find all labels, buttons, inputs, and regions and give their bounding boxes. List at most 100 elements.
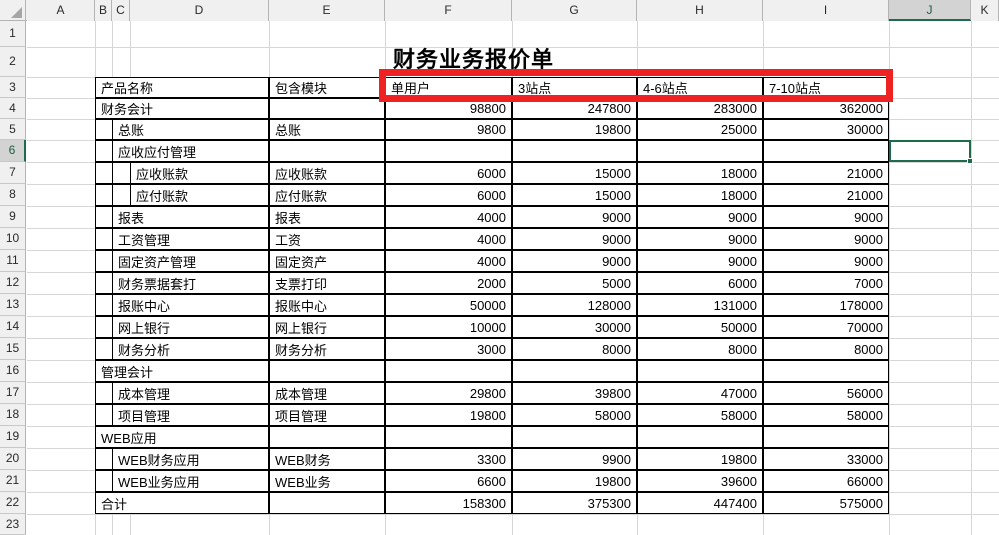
table-cell-product-name[interactable]: 应付账款 bbox=[95, 184, 269, 206]
table-cell-module[interactable]: 报账中心 bbox=[269, 294, 385, 316]
table-cell-module[interactable]: WEB财务 bbox=[269, 448, 385, 470]
column-header-e[interactable]: E bbox=[269, 0, 385, 21]
row-header-6[interactable]: 6 bbox=[0, 140, 26, 162]
table-cell-price-tier-3[interactable] bbox=[637, 140, 763, 162]
table-cell-price-tier-4[interactable]: 178000 bbox=[763, 294, 889, 316]
row-header-16[interactable]: 16 bbox=[0, 360, 26, 382]
table-cell-price-tier-1[interactable]: 6600 bbox=[385, 470, 512, 492]
table-cell-module[interactable] bbox=[269, 426, 385, 448]
table-cell-price-tier-1[interactable]: 158300 bbox=[385, 492, 512, 514]
row-header-7[interactable]: 7 bbox=[0, 162, 26, 184]
table-cell-price-tier-3[interactable]: 131000 bbox=[637, 294, 763, 316]
table-cell-product-name[interactable]: 报表 bbox=[95, 206, 269, 228]
table-cell-module[interactable]: 应付账款 bbox=[269, 184, 385, 206]
table-cell-price-tier-1[interactable]: 4000 bbox=[385, 228, 512, 250]
table-header-tier-3[interactable]: 4-6站点 bbox=[637, 77, 763, 98]
table-cell-price-tier-2[interactable]: 247800 bbox=[512, 98, 637, 119]
table-cell-price-tier-3[interactable]: 18000 bbox=[637, 184, 763, 206]
column-header-i[interactable]: I bbox=[763, 0, 889, 21]
table-cell-price-tier-3[interactable]: 9000 bbox=[637, 228, 763, 250]
table-cell-product-name[interactable]: 应收账款 bbox=[95, 162, 269, 184]
table-cell-price-tier-2[interactable]: 128000 bbox=[512, 294, 637, 316]
row-header-9[interactable]: 9 bbox=[0, 206, 26, 228]
table-cell-price-tier-4[interactable]: 70000 bbox=[763, 316, 889, 338]
table-cell-price-tier-3[interactable] bbox=[637, 360, 763, 382]
table-cell-price-tier-2[interactable]: 19800 bbox=[512, 119, 637, 140]
row-header-5[interactable]: 5 bbox=[0, 119, 26, 140]
table-cell-module[interactable] bbox=[269, 98, 385, 119]
table-cell-price-tier-1[interactable]: 19800 bbox=[385, 404, 512, 426]
table-cell-price-tier-1[interactable]: 4000 bbox=[385, 250, 512, 272]
table-cell-price-tier-1[interactable]: 29800 bbox=[385, 382, 512, 404]
table-cell-module[interactable]: 总账 bbox=[269, 119, 385, 140]
table-cell-product-name[interactable]: WEB应用 bbox=[95, 426, 269, 448]
row-header-19[interactable]: 19 bbox=[0, 426, 26, 448]
row-header-1[interactable]: 1 bbox=[0, 21, 26, 47]
table-cell-price-tier-4[interactable] bbox=[763, 360, 889, 382]
table-cell-product-name[interactable]: 成本管理 bbox=[95, 382, 269, 404]
table-cell-price-tier-2[interactable]: 15000 bbox=[512, 162, 637, 184]
table-cell-product-name[interactable]: WEB财务应用 bbox=[95, 448, 269, 470]
row-header-23[interactable]: 23 bbox=[0, 514, 26, 535]
table-cell-product-name[interactable]: 合计 bbox=[95, 492, 269, 514]
table-cell-price-tier-2[interactable]: 19800 bbox=[512, 470, 637, 492]
table-cell-product-name[interactable]: 报账中心 bbox=[95, 294, 269, 316]
row-header-22[interactable]: 22 bbox=[0, 492, 26, 514]
table-cell-price-tier-3[interactable] bbox=[637, 426, 763, 448]
column-header-f[interactable]: F bbox=[385, 0, 512, 21]
table-cell-price-tier-4[interactable]: 33000 bbox=[763, 448, 889, 470]
table-cell-price-tier-1[interactable]: 9800 bbox=[385, 119, 512, 140]
table-cell-price-tier-3[interactable]: 18000 bbox=[637, 162, 763, 184]
table-cell-price-tier-2[interactable] bbox=[512, 140, 637, 162]
table-cell-price-tier-2[interactable]: 9000 bbox=[512, 228, 637, 250]
row-header-2[interactable]: 2 bbox=[0, 47, 26, 77]
column-header-d[interactable]: D bbox=[130, 0, 269, 21]
column-header-b[interactable]: B bbox=[95, 0, 112, 21]
table-cell-price-tier-2[interactable] bbox=[512, 426, 637, 448]
row-header-12[interactable]: 12 bbox=[0, 272, 26, 294]
table-cell-price-tier-4[interactable] bbox=[763, 140, 889, 162]
column-header-a[interactable]: A bbox=[27, 0, 95, 21]
column-header-c[interactable]: C bbox=[112, 0, 130, 21]
table-cell-price-tier-4[interactable] bbox=[763, 426, 889, 448]
table-cell-price-tier-3[interactable]: 447400 bbox=[637, 492, 763, 514]
table-cell-price-tier-3[interactable]: 50000 bbox=[637, 316, 763, 338]
table-cell-price-tier-4[interactable]: 7000 bbox=[763, 272, 889, 294]
table-cell-price-tier-3[interactable]: 19800 bbox=[637, 448, 763, 470]
table-cell-product-name[interactable]: 管理会计 bbox=[95, 360, 269, 382]
table-cell-price-tier-2[interactable]: 39800 bbox=[512, 382, 637, 404]
table-header-modules[interactable]: 包含模块 bbox=[269, 77, 385, 98]
table-cell-price-tier-1[interactable]: 3300 bbox=[385, 448, 512, 470]
table-cell-module[interactable]: WEB业务 bbox=[269, 470, 385, 492]
table-cell-price-tier-2[interactable]: 8000 bbox=[512, 338, 637, 360]
table-cell-price-tier-4[interactable]: 58000 bbox=[763, 404, 889, 426]
table-cell-module[interactable]: 应收账款 bbox=[269, 162, 385, 184]
table-cell-price-tier-1[interactable]: 3000 bbox=[385, 338, 512, 360]
table-cell-price-tier-1[interactable] bbox=[385, 140, 512, 162]
table-cell-price-tier-4[interactable]: 30000 bbox=[763, 119, 889, 140]
column-header-g[interactable]: G bbox=[512, 0, 637, 21]
table-cell-price-tier-3[interactable]: 47000 bbox=[637, 382, 763, 404]
row-header-10[interactable]: 10 bbox=[0, 228, 26, 250]
table-cell-product-name[interactable]: 财务票据套打 bbox=[95, 272, 269, 294]
table-cell-price-tier-4[interactable]: 66000 bbox=[763, 470, 889, 492]
table-cell-price-tier-1[interactable]: 6000 bbox=[385, 162, 512, 184]
table-cell-price-tier-4[interactable]: 56000 bbox=[763, 382, 889, 404]
table-cell-product-name[interactable]: 财务会计 bbox=[95, 98, 269, 119]
table-header-tier-1[interactable]: 单用户 bbox=[385, 77, 512, 98]
row-header-20[interactable]: 20 bbox=[0, 448, 26, 470]
column-header-j[interactable]: J bbox=[889, 0, 971, 21]
table-cell-module[interactable]: 固定资产 bbox=[269, 250, 385, 272]
table-cell-price-tier-1[interactable]: 10000 bbox=[385, 316, 512, 338]
row-header-18[interactable]: 18 bbox=[0, 404, 26, 426]
table-cell-price-tier-4[interactable]: 9000 bbox=[763, 250, 889, 272]
column-header-k[interactable]: K bbox=[971, 0, 999, 21]
table-cell-module[interactable]: 网上银行 bbox=[269, 316, 385, 338]
table-cell-price-tier-1[interactable]: 6000 bbox=[385, 184, 512, 206]
table-header-product-name[interactable]: 产品名称 bbox=[95, 77, 269, 98]
table-cell-product-name[interactable]: WEB业务应用 bbox=[95, 470, 269, 492]
table-cell-price-tier-2[interactable]: 9000 bbox=[512, 250, 637, 272]
row-header-14[interactable]: 14 bbox=[0, 316, 26, 338]
table-cell-module[interactable] bbox=[269, 140, 385, 162]
row-header-13[interactable]: 13 bbox=[0, 294, 26, 316]
